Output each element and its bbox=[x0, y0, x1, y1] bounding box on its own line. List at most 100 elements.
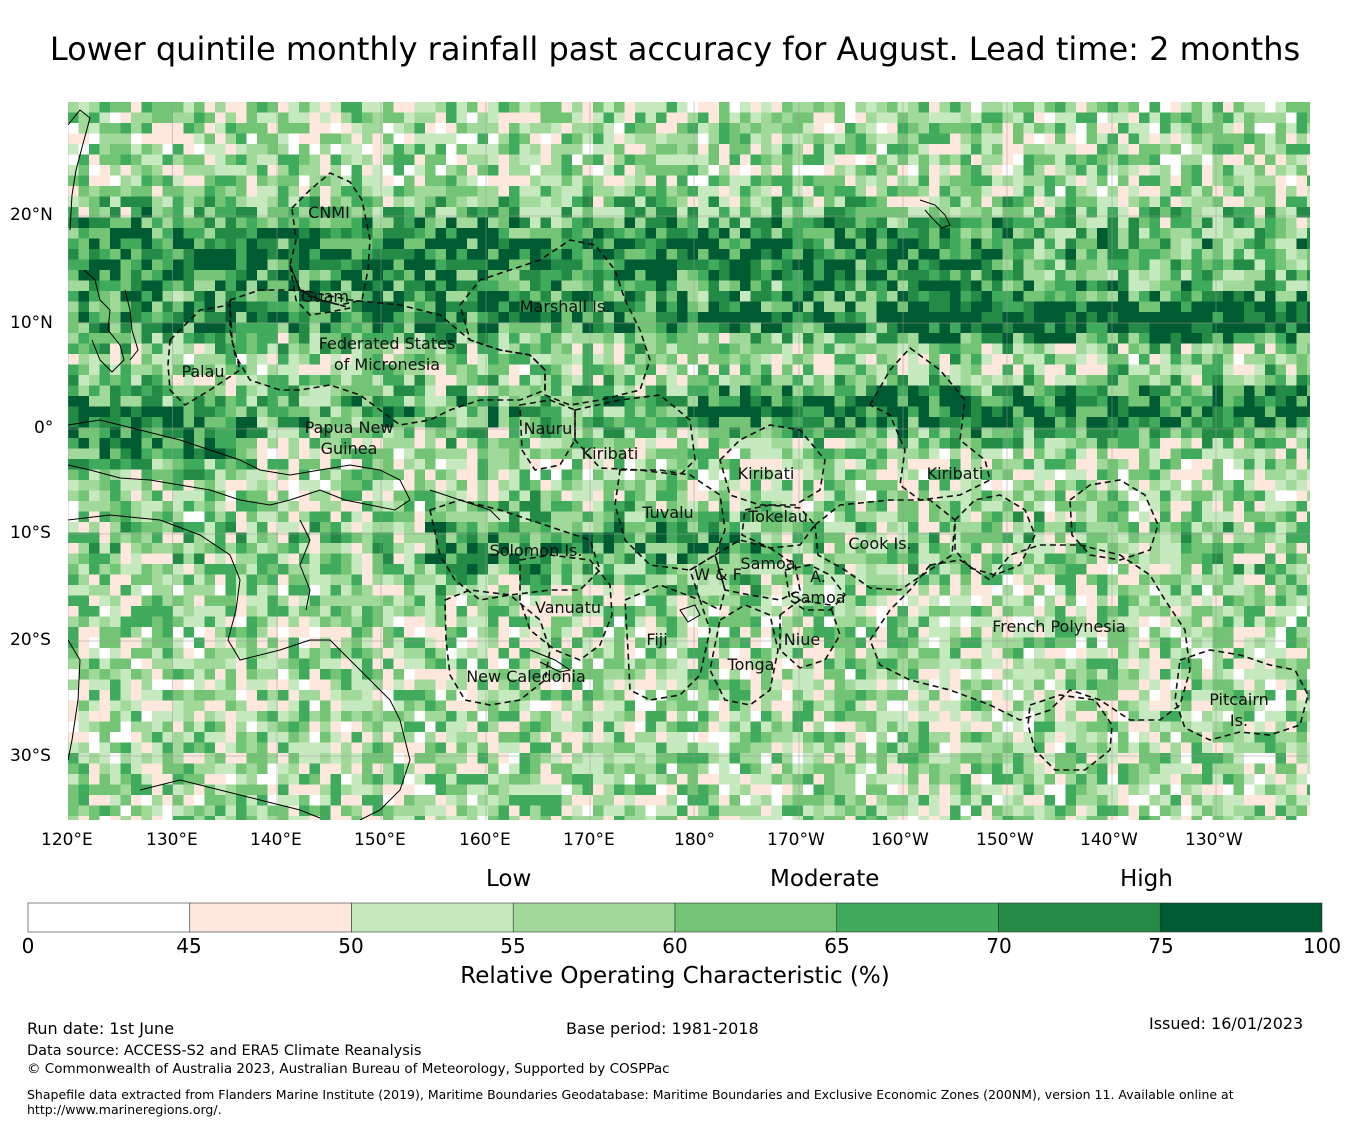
grid-cell bbox=[173, 175, 184, 187]
grid-cell bbox=[719, 301, 730, 313]
grid-cell bbox=[110, 448, 121, 460]
grid-cell bbox=[362, 123, 373, 134]
grid-cell bbox=[246, 102, 258, 113]
grid-cell bbox=[656, 364, 667, 376]
grid-cell bbox=[446, 165, 457, 176]
grid-cell bbox=[1107, 438, 1119, 449]
grid-cell bbox=[131, 406, 142, 418]
grid-cell bbox=[729, 228, 741, 239]
grid-cell bbox=[719, 217, 730, 229]
grid-cell bbox=[677, 532, 688, 544]
grid-cell bbox=[393, 112, 405, 124]
grid-cell bbox=[1023, 406, 1035, 418]
grid-cell bbox=[383, 364, 394, 376]
grid-cell bbox=[257, 154, 268, 166]
grid-cell bbox=[614, 112, 625, 124]
grid-cell bbox=[267, 228, 279, 239]
grid-cell bbox=[320, 469, 331, 481]
grid-cell bbox=[981, 417, 993, 428]
grid-cell bbox=[645, 238, 657, 250]
grid-cell bbox=[876, 511, 888, 523]
grid-cell bbox=[404, 511, 415, 523]
grid-cell bbox=[477, 175, 489, 187]
grid-cell bbox=[246, 280, 258, 292]
grid-cell bbox=[530, 532, 541, 544]
grid-cell bbox=[299, 238, 310, 250]
grid-cell bbox=[761, 312, 772, 323]
grid-cell bbox=[246, 207, 258, 218]
grid-cell bbox=[771, 375, 783, 386]
grid-cell bbox=[561, 280, 573, 292]
grid-cell bbox=[708, 354, 720, 365]
grid-cell bbox=[1044, 438, 1056, 449]
grid-cell bbox=[173, 532, 184, 544]
grid-cell bbox=[866, 144, 877, 155]
grid-cell bbox=[950, 322, 961, 334]
grid-cell bbox=[782, 249, 793, 260]
grid-cell bbox=[855, 154, 867, 166]
grid-cell bbox=[404, 322, 415, 334]
grid-cell bbox=[425, 280, 436, 292]
grid-cell bbox=[68, 207, 79, 218]
grid-cell bbox=[1191, 501, 1203, 512]
grid-cell bbox=[1212, 301, 1224, 313]
grid-cell bbox=[750, 217, 762, 229]
grid-cell bbox=[530, 133, 541, 145]
grid-cell bbox=[876, 364, 888, 376]
grid-cell bbox=[372, 123, 384, 134]
grid-cell bbox=[551, 343, 562, 355]
grid-cell bbox=[918, 102, 930, 113]
grid-cell bbox=[183, 291, 195, 302]
grid-cell bbox=[1244, 448, 1255, 460]
grid-cell bbox=[1181, 259, 1192, 271]
grid-cell bbox=[918, 228, 930, 239]
grid-cell bbox=[1286, 112, 1297, 124]
grid-cell bbox=[288, 102, 300, 113]
grid-cell bbox=[1275, 301, 1287, 313]
grid-cell bbox=[78, 532, 90, 544]
grid-cell bbox=[372, 238, 384, 250]
grid-cell bbox=[656, 291, 667, 302]
grid-cell bbox=[1086, 259, 1098, 271]
grid-cell bbox=[78, 144, 90, 155]
grid-cell bbox=[456, 333, 468, 344]
grid-cell bbox=[981, 186, 993, 197]
grid-cell bbox=[267, 154, 279, 166]
grid-cell bbox=[876, 469, 888, 481]
grid-cell bbox=[824, 228, 835, 239]
grid-cell bbox=[1076, 406, 1087, 418]
grid-cell bbox=[1212, 270, 1224, 281]
grid-cell bbox=[677, 406, 688, 418]
grid-cell bbox=[656, 417, 667, 428]
grid-cell bbox=[204, 511, 216, 523]
grid-cell bbox=[341, 459, 352, 470]
grid-cell bbox=[960, 165, 972, 176]
grid-cell bbox=[446, 186, 457, 197]
grid-cell bbox=[582, 532, 594, 544]
grid-cell bbox=[887, 207, 898, 218]
grid-cell bbox=[792, 532, 804, 544]
grid-cell bbox=[393, 196, 405, 208]
grid-cell bbox=[593, 406, 604, 418]
grid-cell bbox=[1265, 448, 1276, 460]
grid-cell bbox=[68, 501, 79, 512]
grid-cell bbox=[624, 228, 636, 239]
grid-cell bbox=[845, 112, 856, 124]
grid-cell bbox=[1118, 217, 1129, 229]
grid-cell bbox=[1212, 102, 1224, 113]
grid-cell bbox=[152, 438, 163, 449]
grid-cell bbox=[855, 228, 867, 239]
grid-cell bbox=[110, 186, 121, 197]
grid-cell bbox=[446, 112, 457, 124]
grid-cell bbox=[887, 343, 898, 355]
grid-cell bbox=[855, 301, 867, 313]
grid-cell bbox=[173, 427, 184, 439]
grid-cell bbox=[761, 154, 772, 166]
grid-cell bbox=[866, 312, 877, 323]
grid-cell bbox=[1107, 396, 1119, 407]
grid-cell bbox=[855, 144, 867, 155]
grid-cell bbox=[194, 459, 205, 470]
grid-cell bbox=[719, 532, 730, 544]
grid-cell bbox=[1286, 291, 1297, 302]
grid-cell bbox=[582, 354, 594, 365]
